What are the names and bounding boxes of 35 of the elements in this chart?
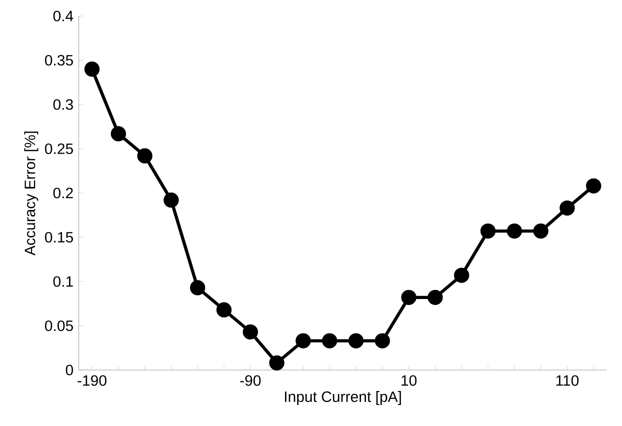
point <box>190 280 206 296</box>
y-tick-label: 0.3 <box>53 99 73 110</box>
point <box>560 200 575 216</box>
point <box>296 333 311 348</box>
point <box>586 178 602 194</box>
point <box>322 333 338 348</box>
y-axis-title: Accuracy Error [%] <box>24 132 38 256</box>
y-tick-label: 0.25 <box>45 143 73 154</box>
point <box>110 126 126 142</box>
x-tick-label: -90 <box>240 375 261 386</box>
point <box>428 290 443 306</box>
point <box>401 290 416 306</box>
point <box>454 268 470 283</box>
y-tick-label: 0.15 <box>45 232 73 243</box>
x-axis-title: Input Current [pA] <box>284 391 401 405</box>
x-tick-label: 110 <box>556 375 579 386</box>
point <box>84 62 100 77</box>
point <box>269 355 284 371</box>
point <box>164 192 179 208</box>
y-tick-label: 0.4 <box>53 10 74 22</box>
y-tick-label: 0 <box>66 364 74 376</box>
y-tick-label: 0.2 <box>53 188 73 198</box>
y-tick-label: 0.05 <box>45 320 73 332</box>
point <box>533 223 548 239</box>
point <box>348 333 364 348</box>
y-tick-label: 0.35 <box>45 54 73 66</box>
y-tick-label: 0.1 <box>53 276 73 287</box>
point <box>374 333 390 348</box>
point <box>216 302 232 318</box>
point <box>506 223 522 239</box>
x-tick-label: 10 <box>402 375 417 386</box>
point <box>137 148 152 164</box>
point <box>242 324 258 340</box>
x-tick-label: -190 <box>78 375 106 386</box>
point <box>480 223 496 239</box>
